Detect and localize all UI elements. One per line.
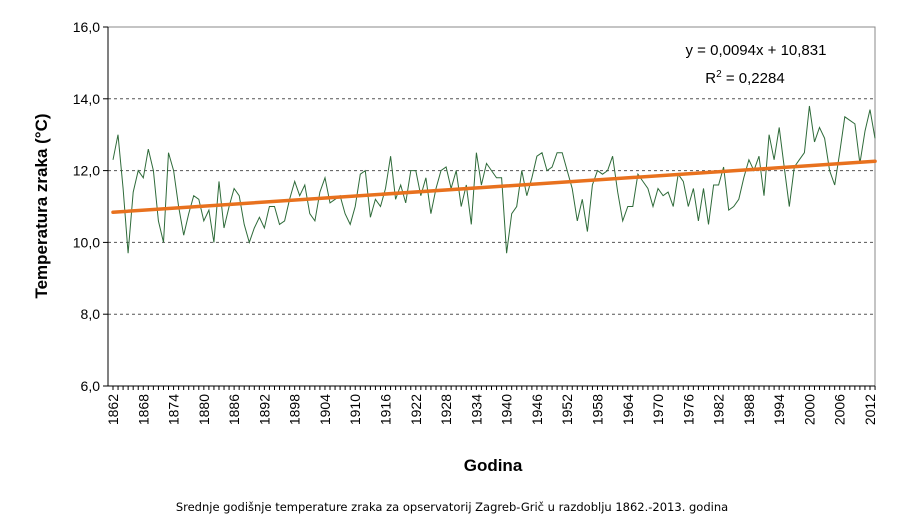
gridlines [108, 98, 875, 315]
y-ticks: 6,0 8,0 10,0 12,0 14,0 16,0 [73, 19, 109, 394]
y-tick-label: 16,0 [73, 19, 100, 35]
x-tick-label: 1904 [317, 394, 333, 425]
x-tick-label: 1862 [105, 394, 121, 425]
trend-equation: y = 0,0094x + 10,831 [686, 42, 827, 59]
x-tick-label: 1982 [711, 394, 727, 425]
x-tick-label: 1970 [650, 394, 666, 425]
y-tick-label: 12,0 [73, 163, 100, 179]
x-tick-label: 1946 [529, 394, 545, 425]
x-tick-label: 1886 [226, 394, 242, 425]
x-tick-label: 1892 [256, 394, 272, 425]
x-axis-label: Godina [464, 456, 523, 475]
r2-superscript: 2 [716, 69, 722, 80]
y-tick-label: 10,0 [73, 234, 100, 250]
x-tick-label: 1988 [741, 394, 757, 425]
x-tick-label: 1916 [378, 394, 394, 425]
x-tick-label: 2006 [832, 394, 848, 425]
x-tick-label: 1868 [135, 394, 151, 425]
x-tick-label: 1958 [589, 394, 605, 425]
y-tick-label: 8,0 [81, 306, 101, 322]
x-tick-label: 1976 [680, 394, 696, 425]
series-line [112, 105, 876, 254]
x-tick-label: 1922 [408, 394, 424, 425]
x-tick-label: 1940 [499, 394, 515, 425]
x-tick-label: 1994 [771, 394, 787, 425]
x-tick-label: 2012 [862, 394, 878, 425]
x-tick-label: 1874 [166, 394, 182, 425]
y-tick-label: 6,0 [81, 378, 101, 394]
x-tick-label: 1964 [620, 394, 636, 425]
y-axis-label: Temperatura zraka (°C) [32, 113, 51, 298]
r2-prefix: R [705, 70, 716, 87]
x-tick-label: 1898 [287, 394, 303, 425]
chart-caption: Srednje godišnje temperature zraka za op… [176, 500, 728, 514]
x-tick-label: 1934 [468, 394, 484, 425]
x-tick-label: 1928 [438, 394, 454, 425]
r2-value: = 0,2284 [722, 70, 785, 87]
x-tick-label: 1952 [559, 394, 575, 425]
x-ticks: 1862 1868 1874 1880 1886 1892 1898 1904 1910 1916… [105, 385, 878, 425]
x-tick-label: 2000 [801, 394, 817, 425]
x-tick-label: 1910 [347, 394, 363, 425]
x-tick-label: 1880 [196, 394, 212, 425]
r-squared: R2 = 0,2284 [705, 69, 784, 87]
y-tick-label: 14,0 [73, 91, 100, 107]
trend-line [111, 159, 877, 214]
